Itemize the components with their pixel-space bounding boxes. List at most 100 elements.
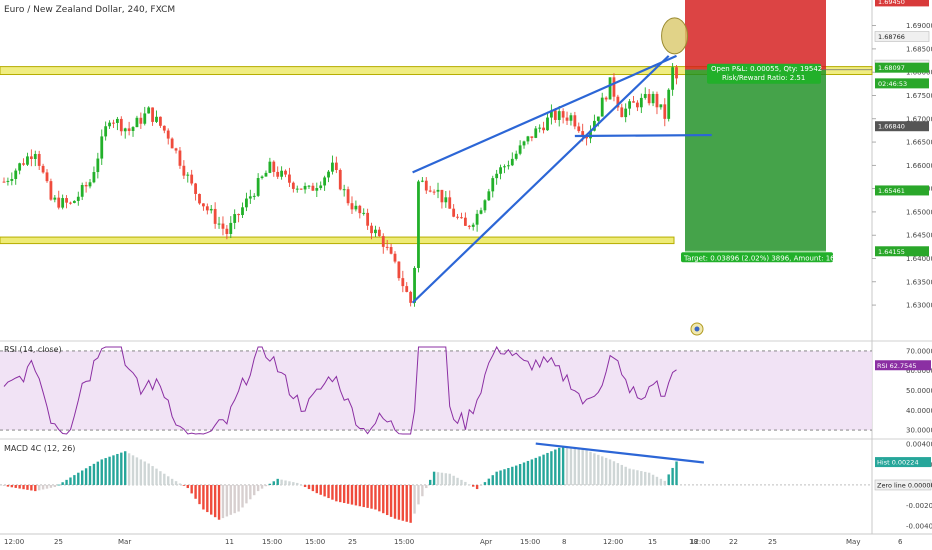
- candle: [80, 185, 84, 197]
- macd-bar: [198, 484, 201, 505]
- candle: [581, 131, 585, 137]
- candle: [413, 267, 416, 303]
- macd-bar: [460, 479, 463, 485]
- macd-bar: [370, 484, 373, 509]
- price-badge-label: 02:46:53: [878, 80, 907, 88]
- macd-bar: [22, 484, 25, 490]
- macd-bar: [210, 484, 213, 515]
- macd-bar: [507, 468, 510, 485]
- macd-bar: [659, 478, 663, 485]
- price-tick-label: 1.66500: [906, 139, 932, 147]
- macd-bar: [268, 483, 272, 485]
- candle: [510, 158, 514, 166]
- macd-bar: [573, 448, 577, 485]
- candle: [303, 185, 307, 190]
- candle: [127, 128, 131, 131]
- macd-bar: [472, 484, 475, 487]
- target-box: [681, 252, 833, 263]
- candle: [377, 229, 381, 237]
- macd-bar: [425, 484, 428, 489]
- candle: [119, 118, 123, 132]
- price-badge: [875, 121, 929, 132]
- candle: [428, 190, 432, 192]
- price-tick-label: 1.63000: [906, 302, 932, 310]
- macd-bar: [260, 484, 264, 489]
- time-tick-label: 12:00: [4, 538, 24, 546]
- candle: [632, 101, 635, 103]
- candle: [166, 130, 170, 139]
- candle: [245, 198, 248, 208]
- candle: [424, 180, 428, 191]
- macd-title: MACD 4C (12, 26): [4, 444, 75, 453]
- macd-bar: [112, 455, 115, 485]
- candle: [131, 127, 135, 131]
- candle: [585, 136, 588, 139]
- candle: [45, 172, 49, 182]
- candle: [577, 126, 581, 132]
- candle: [264, 172, 268, 177]
- macd-bar: [636, 470, 639, 485]
- candle: [370, 225, 373, 234]
- candle: [354, 205, 358, 210]
- time-tick-label: 15:00: [394, 538, 414, 546]
- macd-bar: [616, 463, 620, 485]
- macd-bar: [444, 473, 448, 485]
- candle: [139, 117, 143, 124]
- candle: [358, 205, 362, 214]
- candle: [557, 111, 561, 120]
- macd-bar: [577, 448, 580, 485]
- macd-bar: [632, 469, 635, 485]
- candle: [18, 163, 22, 171]
- price-badge-label: 1.68097: [878, 64, 905, 72]
- time-tick-label: 22: [729, 538, 738, 546]
- take-profit-zone: [685, 69, 826, 252]
- candle: [252, 195, 256, 197]
- candle: [248, 196, 252, 199]
- time-tick-label: 18: [689, 538, 698, 546]
- macd-bar: [174, 481, 178, 485]
- price-badge-label: 1.65461: [878, 187, 905, 195]
- candle: [268, 161, 272, 173]
- macd-bar: [374, 484, 377, 510]
- price-badge: [875, 246, 929, 257]
- macd-bar: [139, 459, 143, 485]
- candle: [499, 167, 502, 174]
- macd-bar: [327, 484, 330, 499]
- macd-bar: [37, 484, 41, 491]
- zero-line-label: Zero line 0.00000: [877, 481, 932, 489]
- price-tick-label: 1.68000: [906, 69, 932, 77]
- candle: [307, 185, 311, 187]
- time-tick-label: 15:00: [305, 538, 325, 546]
- candle: [639, 97, 643, 108]
- macd-bar: [14, 484, 17, 488]
- candle: [593, 120, 596, 131]
- candle: [323, 177, 327, 186]
- candle: [436, 189, 440, 192]
- candle: [72, 200, 76, 203]
- candle: [178, 150, 182, 166]
- candle: [260, 176, 264, 179]
- candle: [479, 210, 483, 214]
- macd-bar: [655, 476, 659, 485]
- macd-bar: [620, 464, 623, 485]
- macd-bar: [475, 484, 479, 490]
- macd-bar: [339, 484, 342, 503]
- candle: [671, 67, 675, 90]
- macd-bar: [456, 477, 459, 485]
- candle: [374, 229, 377, 234]
- candle: [237, 214, 240, 216]
- candle: [170, 138, 174, 149]
- price-tick-label: 1.64000: [906, 255, 932, 263]
- macd-bar: [18, 484, 21, 489]
- candle: [143, 113, 147, 124]
- candle: [530, 136, 534, 138]
- candle: [159, 116, 162, 126]
- macd-bar: [428, 479, 432, 485]
- macd-bar: [515, 465, 518, 485]
- rsi-tick-label: 50.0000: [906, 387, 932, 395]
- open-pnl-label: Open P&L: 0.00055, Qty: 19542: [711, 65, 822, 73]
- macd-bar: [163, 473, 166, 485]
- candle: [522, 141, 526, 146]
- macd-bar: [253, 484, 256, 496]
